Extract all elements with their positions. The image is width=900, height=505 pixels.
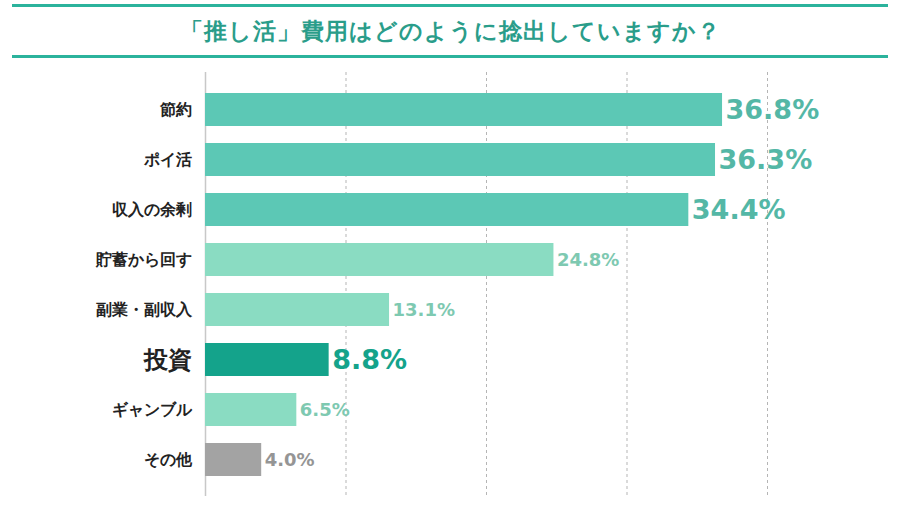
svg-text:36.8%: 36.8% <box>726 94 820 125</box>
svg-text:投資: 投資 <box>143 346 192 374</box>
svg-text:その他: その他 <box>144 450 193 469</box>
svg-text:24.8%: 24.8% <box>557 249 619 270</box>
svg-text:4.0%: 4.0% <box>265 449 315 470</box>
html-text:「推し活」費用はどのように捻出していますか？: 「推し活」費用はどのように捻出していますか？ <box>179 17 721 44</box>
svg-text:8.8%: 8.8% <box>332 344 407 375</box>
svg-text:ポイ活: ポイ活 <box>143 150 192 169</box>
svg-text:6.5%: 6.5% <box>300 399 350 420</box>
svg-text:節約: 節約 <box>159 100 192 119</box>
svg-text:36.3%: 36.3% <box>719 144 813 175</box>
svg-text:ギャンブル: ギャンブル <box>112 400 193 419</box>
svg-text:貯蓄から回す: 貯蓄から回す <box>95 250 192 269</box>
svg-text:34.4%: 34.4% <box>692 194 786 225</box>
svg-text:13.1%: 13.1% <box>393 299 455 320</box>
svg-text:収入の余剰: 収入の余剰 <box>112 200 192 219</box>
svg-text:副業・副収入: 副業・副収入 <box>96 300 193 319</box>
